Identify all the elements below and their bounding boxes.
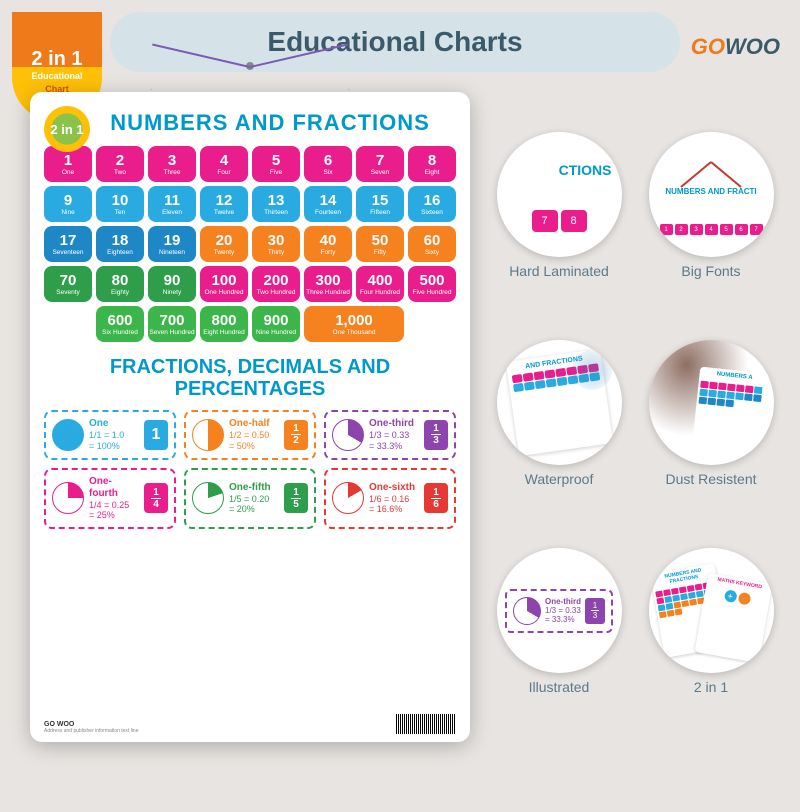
feature-item: AND FRACTIONS Waterproof <box>488 340 630 534</box>
number-cell: 7Seven <box>356 146 404 182</box>
brand-part2: WOO <box>725 34 780 59</box>
fraction-card: One-half1/2 = 0.50= 50%12 <box>184 410 316 460</box>
brand-part1: GO <box>691 34 725 59</box>
poster-title-numbers: NUMBERS AND FRACTIONS <box>84 110 456 136</box>
fraction-card: One-third1/3 = 0.33= 33.3%13 <box>324 410 456 460</box>
fraction-text: One-third1/3 = 0.33= 33.3% <box>369 418 419 452</box>
poster: 2 in 1 NUMBERS AND FRACTIONS 1One2Two3Th… <box>30 92 470 742</box>
pie-icon <box>192 419 224 451</box>
number-cell: 10Ten <box>96 186 144 222</box>
number-cell: 800Eight Hundred <box>200 306 248 342</box>
feature-item: NUMBERS AND FRACTI1234567 Big Fonts <box>640 132 782 326</box>
number-cell: 700Seven Hundred <box>148 306 196 342</box>
number-cell: 2Two <box>96 146 144 182</box>
fraction-card: One-fourth1/4 = 0.25= 25%14 <box>44 468 176 530</box>
fraction-text: One-half1/2 = 0.50= 50% <box>229 418 279 452</box>
pie-icon <box>192 482 224 514</box>
title2-line1: FRACTIONS, DECIMALS AND <box>44 356 456 378</box>
number-cell: 16Sixteen <box>408 186 456 222</box>
feature-item: NUMBERS A Dust Resistent <box>640 340 782 534</box>
fraction-text: One1/1 = 1.0= 100% <box>89 418 139 452</box>
number-cell: 100One Hundred <box>200 266 248 302</box>
feature-label: Dust Resistent <box>665 471 756 487</box>
feature-label: Illustrated <box>529 679 590 695</box>
number-cell: 18Eighteen <box>96 226 144 262</box>
feature-circle: CTIONS78 <box>497 132 622 257</box>
fraction-text: One-fifth1/5 = 0.20= 20% <box>229 482 279 516</box>
number-cell: 300Three Hundred <box>304 266 352 302</box>
number-cell: 6Six <box>304 146 352 182</box>
numbers-grid: 1One2Two3Three4Four5Five6Six7Seven8Eight… <box>44 146 456 342</box>
pie-icon <box>52 482 84 514</box>
feature-item: NUMBERS AND FRACTIONSMATHS KEYWORD+ 2 in … <box>640 548 782 742</box>
number-cell: 500Five Hundred <box>408 266 456 302</box>
feature-item: One-third1/3 = 0.33= 33.3%13 Illustrated <box>488 548 630 742</box>
number-cell: 30Thirty <box>252 226 300 262</box>
number-cell: 5Five <box>252 146 300 182</box>
fraction-box: 13 <box>424 420 448 450</box>
fraction-card: One1/1 = 1.0= 100%1 <box>44 410 176 460</box>
hanger-icon <box>150 62 350 92</box>
number-cell: 14Fourteen <box>304 186 352 222</box>
number-cell: 200Two Hundred <box>252 266 300 302</box>
poster-title-fractions: FRACTIONS, DECIMALS AND PERCENTAGES <box>44 356 456 400</box>
feature-circle: NUMBERS AND FRACTIONSMATHS KEYWORD+ <box>649 548 774 673</box>
number-cell: 1,000One Thousand <box>304 306 404 342</box>
number-cell: 900Nine Hundred <box>252 306 300 342</box>
number-cell: 400Four Hundred <box>356 266 404 302</box>
title2-line2: PERCENTAGES <box>44 378 456 400</box>
feature-label: Big Fonts <box>681 263 740 279</box>
number-cell: 13Thirteen <box>252 186 300 222</box>
number-cell: 80Eighty <box>96 266 144 302</box>
number-cell: 11Eleven <box>148 186 196 222</box>
fraction-card: One-sixth1/6 = 0.16= 16.6%16 <box>324 468 456 530</box>
barcode-icon <box>396 714 456 734</box>
feature-circle: One-third1/3 = 0.33= 33.3%13 <box>497 548 622 673</box>
number-cell: 60Sixty <box>408 226 456 262</box>
number-cell: 20Twenty <box>200 226 248 262</box>
number-cell: 19Nineteen <box>148 226 196 262</box>
badge-top: 2 in 1 <box>50 122 83 137</box>
number-cell: 17Seventeen <box>44 226 92 262</box>
feature-item: CTIONS78 Hard Laminated <box>488 132 630 326</box>
fraction-box: 1 <box>144 420 168 450</box>
corner-badge-line2: Educational <box>31 71 82 81</box>
number-cell: 90Ninety <box>148 266 196 302</box>
number-cell: 8Eight <box>408 146 456 182</box>
corner-badge-line1: 2 in 1 <box>31 48 82 71</box>
feature-circle: NUMBERS AND FRACTI1234567 <box>649 132 774 257</box>
pie-icon <box>52 419 84 451</box>
fraction-box: 12 <box>284 420 308 450</box>
fraction-text: One-fourth1/4 = 0.25= 25% <box>89 476 139 522</box>
features-grid: CTIONS78 Hard Laminated NUMBERS AND FRACTI… <box>488 92 782 742</box>
number-cell: 40Forty <box>304 226 352 262</box>
fraction-card: One-fifth1/5 = 0.20= 20%15 <box>184 468 316 530</box>
feature-label: Waterproof <box>525 471 594 487</box>
footer-text: GO WOO Address and publisher information… <box>44 721 139 734</box>
feature-label: 2 in 1 <box>694 679 728 695</box>
number-cell: 3Three <box>148 146 196 182</box>
brand-logo: GOWOO <box>691 34 780 60</box>
number-cell: 4Four <box>200 146 248 182</box>
number-cell: 600Six Hundred <box>96 306 144 342</box>
pie-icon <box>332 419 364 451</box>
number-cell: 9Nine <box>44 186 92 222</box>
fractions-grid: One1/1 = 1.0= 100%1One-half1/2 = 0.50= 5… <box>44 410 456 529</box>
number-cell: 70Seventy <box>44 266 92 302</box>
feature-circle: AND FRACTIONS <box>497 340 622 465</box>
pie-icon <box>332 482 364 514</box>
number-cell: 15Fifteen <box>356 186 404 222</box>
fraction-box: 16 <box>424 483 448 513</box>
fraction-box: 15 <box>284 483 308 513</box>
number-cell: 50Fifty <box>356 226 404 262</box>
fraction-box: 14 <box>144 483 168 513</box>
poster-badge: 2 in 1 <box>44 106 90 152</box>
feature-circle: NUMBERS A <box>649 340 774 465</box>
poster-footer: GO WOO Address and publisher information… <box>44 714 456 734</box>
main-content: 2 in 1 NUMBERS AND FRACTIONS 1One2Two3Th… <box>0 72 800 742</box>
feature-label: Hard Laminated <box>509 263 609 279</box>
number-cell: 12Twelve <box>200 186 248 222</box>
fraction-text: One-sixth1/6 = 0.16= 16.6% <box>369 482 419 516</box>
